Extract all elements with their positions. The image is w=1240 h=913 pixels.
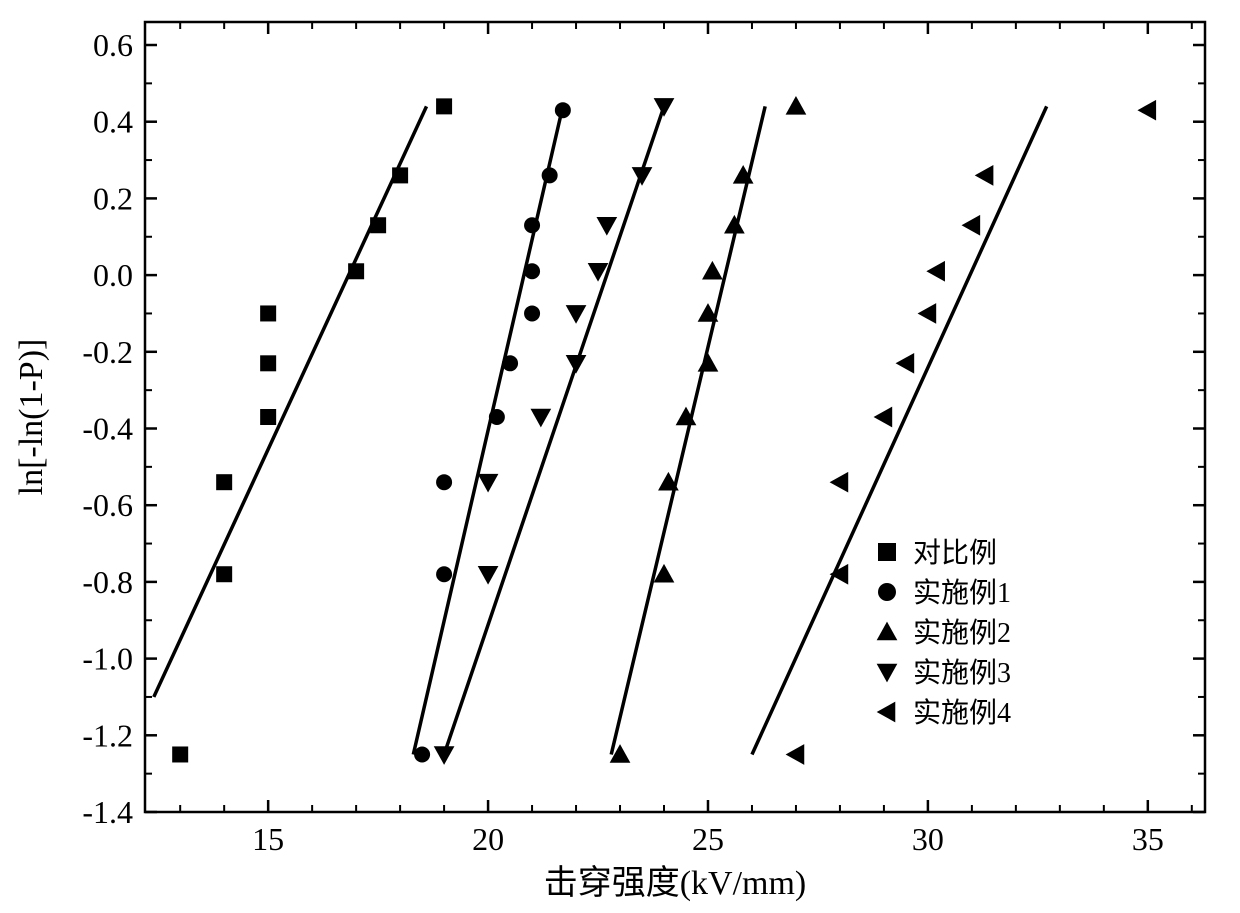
marker-triangle-down — [478, 566, 499, 585]
marker-square — [348, 263, 364, 279]
marker-triangle-left — [896, 353, 915, 374]
marker-square — [436, 98, 452, 114]
fit-line — [413, 106, 563, 754]
marker-triangle-down — [654, 98, 675, 117]
ytick-label: 0.0 — [93, 257, 133, 293]
marker-triangle-left — [786, 744, 805, 765]
marker-circle — [542, 167, 558, 183]
marker-triangle-up — [724, 215, 745, 234]
marker-triangle-down — [478, 474, 499, 493]
marker-square — [216, 566, 232, 582]
marker-square — [392, 167, 408, 183]
marker-triangle-down — [877, 664, 898, 683]
ytick-label: -1.2 — [82, 717, 133, 753]
legend-label: 对比例 — [913, 537, 997, 569]
legend-label: 实施例2 — [913, 617, 1011, 649]
xtick-label: 20 — [472, 821, 504, 857]
ytick-label: -0.8 — [82, 564, 133, 600]
marker-circle — [414, 746, 430, 762]
ytick-label: -1.4 — [82, 794, 133, 830]
marker-circle — [489, 409, 505, 425]
marker-circle — [436, 566, 452, 582]
marker-circle — [524, 217, 540, 233]
marker-triangle-up — [702, 261, 723, 280]
marker-triangle-up — [698, 353, 719, 372]
xtick-label: 35 — [1132, 821, 1164, 857]
ytick-label: 0.6 — [93, 27, 133, 63]
marker-circle — [502, 355, 518, 371]
fit-line — [154, 106, 427, 697]
marker-triangle-left — [1137, 100, 1156, 121]
weibull-chart: 15 20 25 30 35 击穿强度(kV/mm) -1.4 -1.2 -1.0 -0.8 -0.… — [0, 0, 1240, 913]
ytick-label: -1.0 — [82, 641, 133, 677]
x-axis-label: 击穿强度(kV/mm) — [544, 864, 807, 902]
marker-triangle-up — [877, 622, 898, 641]
legend-label: 实施例3 — [913, 657, 1011, 689]
xtick-label: 25 — [692, 821, 724, 857]
marker-triangle-down — [566, 305, 587, 324]
marker-square — [260, 305, 276, 321]
chart-svg: 15 20 25 30 35 击穿强度(kV/mm) -1.4 -1.2 -1.0 -0.8 -0.… — [0, 0, 1240, 913]
marker-triangle-down — [434, 746, 455, 765]
legend-label: 实施例1 — [913, 577, 1011, 609]
xtick-label: 15 — [252, 821, 284, 857]
marker-circle — [524, 263, 540, 279]
marker-square — [172, 746, 188, 762]
fit-line — [611, 106, 765, 754]
marker-circle — [878, 583, 896, 601]
marker-circle — [555, 102, 571, 118]
legend-label: 实施例4 — [913, 697, 1011, 729]
marker-triangle-down — [596, 217, 617, 236]
marker-triangle-left — [918, 303, 937, 324]
marker-triangle-down — [632, 167, 653, 186]
marker-square — [878, 543, 896, 561]
marker-triangle-left — [975, 165, 994, 186]
ytick-label: 0.4 — [93, 104, 133, 140]
marker-square — [260, 409, 276, 425]
ytick-label: -0.2 — [82, 334, 133, 370]
ytick-label: -0.6 — [82, 487, 133, 523]
marker-triangle-left — [830, 472, 849, 493]
marker-triangle-left — [877, 702, 896, 723]
y-axis-label: ln[-ln(1-P)] — [13, 339, 50, 496]
marker-triangle-down — [531, 409, 552, 428]
marker-square — [216, 474, 232, 490]
marker-triangle-left — [962, 215, 981, 236]
marker-triangle-down — [566, 355, 587, 374]
xtick-label: 30 — [912, 821, 944, 857]
marker-triangle-left — [926, 261, 945, 282]
plot-border — [145, 22, 1205, 812]
marker-circle — [436, 474, 452, 490]
ytick-label: 0.2 — [93, 180, 133, 216]
marker-circle — [524, 305, 540, 321]
marker-triangle-up — [786, 96, 807, 115]
ytick-label: -0.4 — [82, 411, 133, 447]
marker-triangle-left — [874, 407, 893, 428]
fit-line — [444, 106, 664, 754]
marker-square — [260, 355, 276, 371]
marker-square — [370, 217, 386, 233]
